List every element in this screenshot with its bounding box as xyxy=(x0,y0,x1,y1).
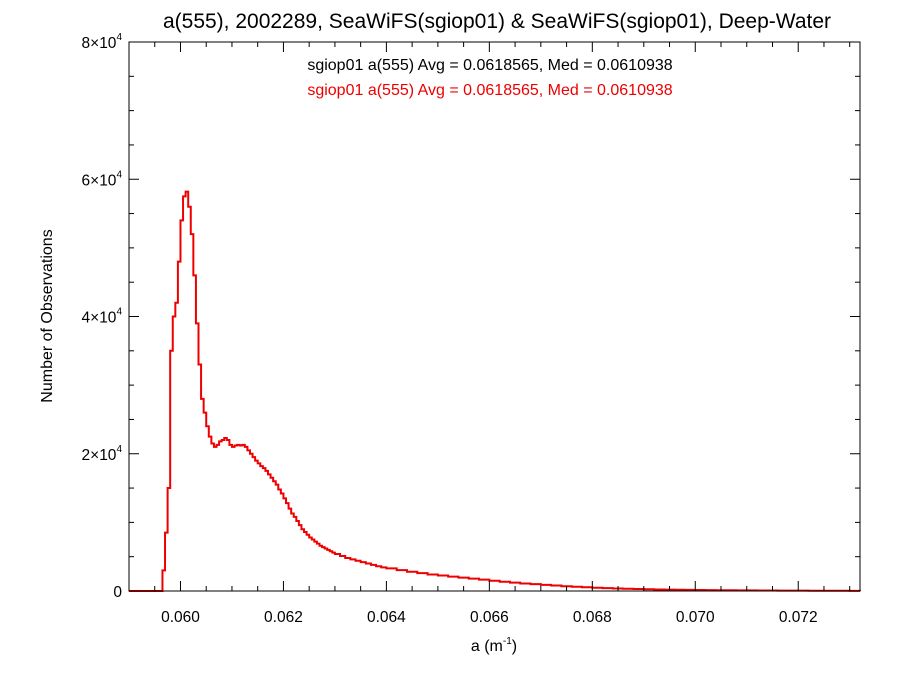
y-tick-label: 6×104 xyxy=(82,169,123,189)
y-tick-label: 2×104 xyxy=(82,444,123,464)
x-tick-label: 0.060 xyxy=(161,609,200,626)
x-tick-label: 0.072 xyxy=(779,609,818,626)
plot-frame xyxy=(128,41,861,592)
y-tick-label: 0 xyxy=(113,584,122,601)
y-tick-label: 4×104 xyxy=(82,307,123,327)
chart-title: a(555), 2002289, SeaWiFS(sgiop01) & SeaW… xyxy=(163,10,831,33)
y-axis-label: Number of Observations xyxy=(39,229,56,402)
x-axis-label-exponent: -1 xyxy=(503,636,512,647)
x-tick-label: 0.062 xyxy=(264,609,303,626)
x-tick-label: 0.070 xyxy=(676,609,715,626)
x-tick-label: 0.066 xyxy=(470,609,509,626)
series-line-0 xyxy=(129,190,861,592)
x-axis-label-text: a (m xyxy=(471,638,503,655)
y-tick-label: 8×104 xyxy=(82,32,123,52)
x-tick-label: 0.068 xyxy=(573,609,612,626)
annotation-black: sgiop01 a(555) Avg = 0.0618565, Med = 0.… xyxy=(307,57,672,74)
x-axis-label: a (m-1) xyxy=(471,636,517,655)
annotation-red: sgiop01 a(555) Avg = 0.0618565, Med = 0.… xyxy=(307,82,672,99)
x-axis-label-suffix: ) xyxy=(512,638,517,655)
x-tick-label: 0.064 xyxy=(367,609,406,626)
